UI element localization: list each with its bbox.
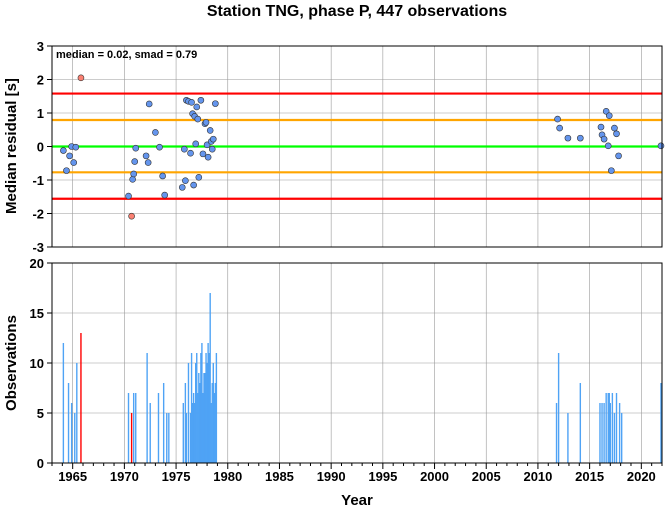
residual-point [605,112,613,119]
residual-point [72,143,80,151]
x-tick-label: 2015 [575,469,604,484]
bottom-y-tick-label: 0 [37,456,44,471]
x-tick-label: 1990 [317,469,346,484]
chart-title: Station TNG, phase P, 447 observations [207,3,507,20]
residual-point [63,167,70,174]
residual-point [195,174,203,181]
bottom-frame [51,262,663,464]
residual-point [554,115,561,123]
top-y-tick-label: -1 [32,173,44,188]
x-tick-label: 2000 [420,469,449,484]
residual-point [128,212,135,220]
residual-point [70,159,78,166]
x-tick-label: 1970 [110,469,139,484]
x-tick-label: 2010 [523,469,552,484]
residual-point [197,96,205,104]
residual-point [77,74,85,82]
x-tick-label: 2005 [472,469,501,484]
residual-point [209,135,217,143]
x-tick-label: 1995 [368,469,397,484]
residual-point [159,172,166,180]
top-y-tick-label: 0 [37,140,44,155]
top-y-tick-label: -3 [32,240,44,255]
residual-point [199,150,207,158]
residual-point [130,170,137,178]
residual-point [145,100,153,108]
top-frame [51,45,663,248]
residual-point [611,124,618,132]
residual-point [190,181,197,189]
top-y-tick-label: -2 [32,207,44,222]
residual-point [597,123,605,131]
residual-point [188,98,195,106]
bottom-y-tick-label: 10 [30,356,44,371]
x-tick-label: 1985 [265,469,294,484]
top-y-axis-label: Median residual [s] [3,78,20,214]
residual-point [60,147,67,154]
observations-panel: 0 5 10 15 20 1965 1970 1975 1980 1985 1990 1995 2000… [30,256,663,484]
bottom-y-tick-label: 5 [37,406,44,421]
residual-point [657,142,665,150]
residual-point [178,184,186,191]
residual-point [192,140,200,148]
stats-annotation: median = 0.02, smad = 0.79 [56,49,197,61]
x-tick-label: 2020 [627,469,656,484]
residual-point [600,135,608,143]
residual-point [613,130,620,138]
residual-point [156,143,163,151]
top-y-tick-label: 3 [37,39,44,54]
residual-point [615,152,622,160]
residual-point [144,159,152,166]
residual-panel: -3 -2 -1 0 1 2 3 [32,39,665,255]
bottom-y-tick-label: 20 [30,256,44,271]
bottom-y-tick-label: 15 [30,306,44,321]
residual-point [556,124,563,132]
residual-point [182,177,189,184]
residual-point [125,192,132,200]
residual-point [202,119,210,126]
top-y-tick-label: 1 [37,106,44,121]
residual-point [193,103,201,111]
residual-point [129,176,136,183]
residual-point [206,127,214,134]
residual-point [187,149,194,157]
residual-point [204,153,212,161]
residual-point [577,134,584,142]
x-tick-label: 1975 [162,469,191,484]
residual-point [564,134,572,142]
x-axis-label: Year [341,492,373,509]
residual-point [608,167,615,174]
residual-point [142,152,150,160]
residual-point [208,145,216,153]
residual-point [152,129,159,136]
residual-point [161,191,168,199]
residual-point [194,115,202,123]
top-y-tick-label: 2 [37,73,44,88]
residual-point [212,100,219,107]
residual-point [131,158,139,165]
residual-point [181,145,188,153]
x-tick-label: 1965 [58,469,87,484]
bottom-y-axis-label: Observations [3,315,20,411]
residual-point [604,142,612,150]
x-tick-label: 1980 [213,469,242,484]
residual-point [66,152,73,160]
residual-point [132,144,140,152]
